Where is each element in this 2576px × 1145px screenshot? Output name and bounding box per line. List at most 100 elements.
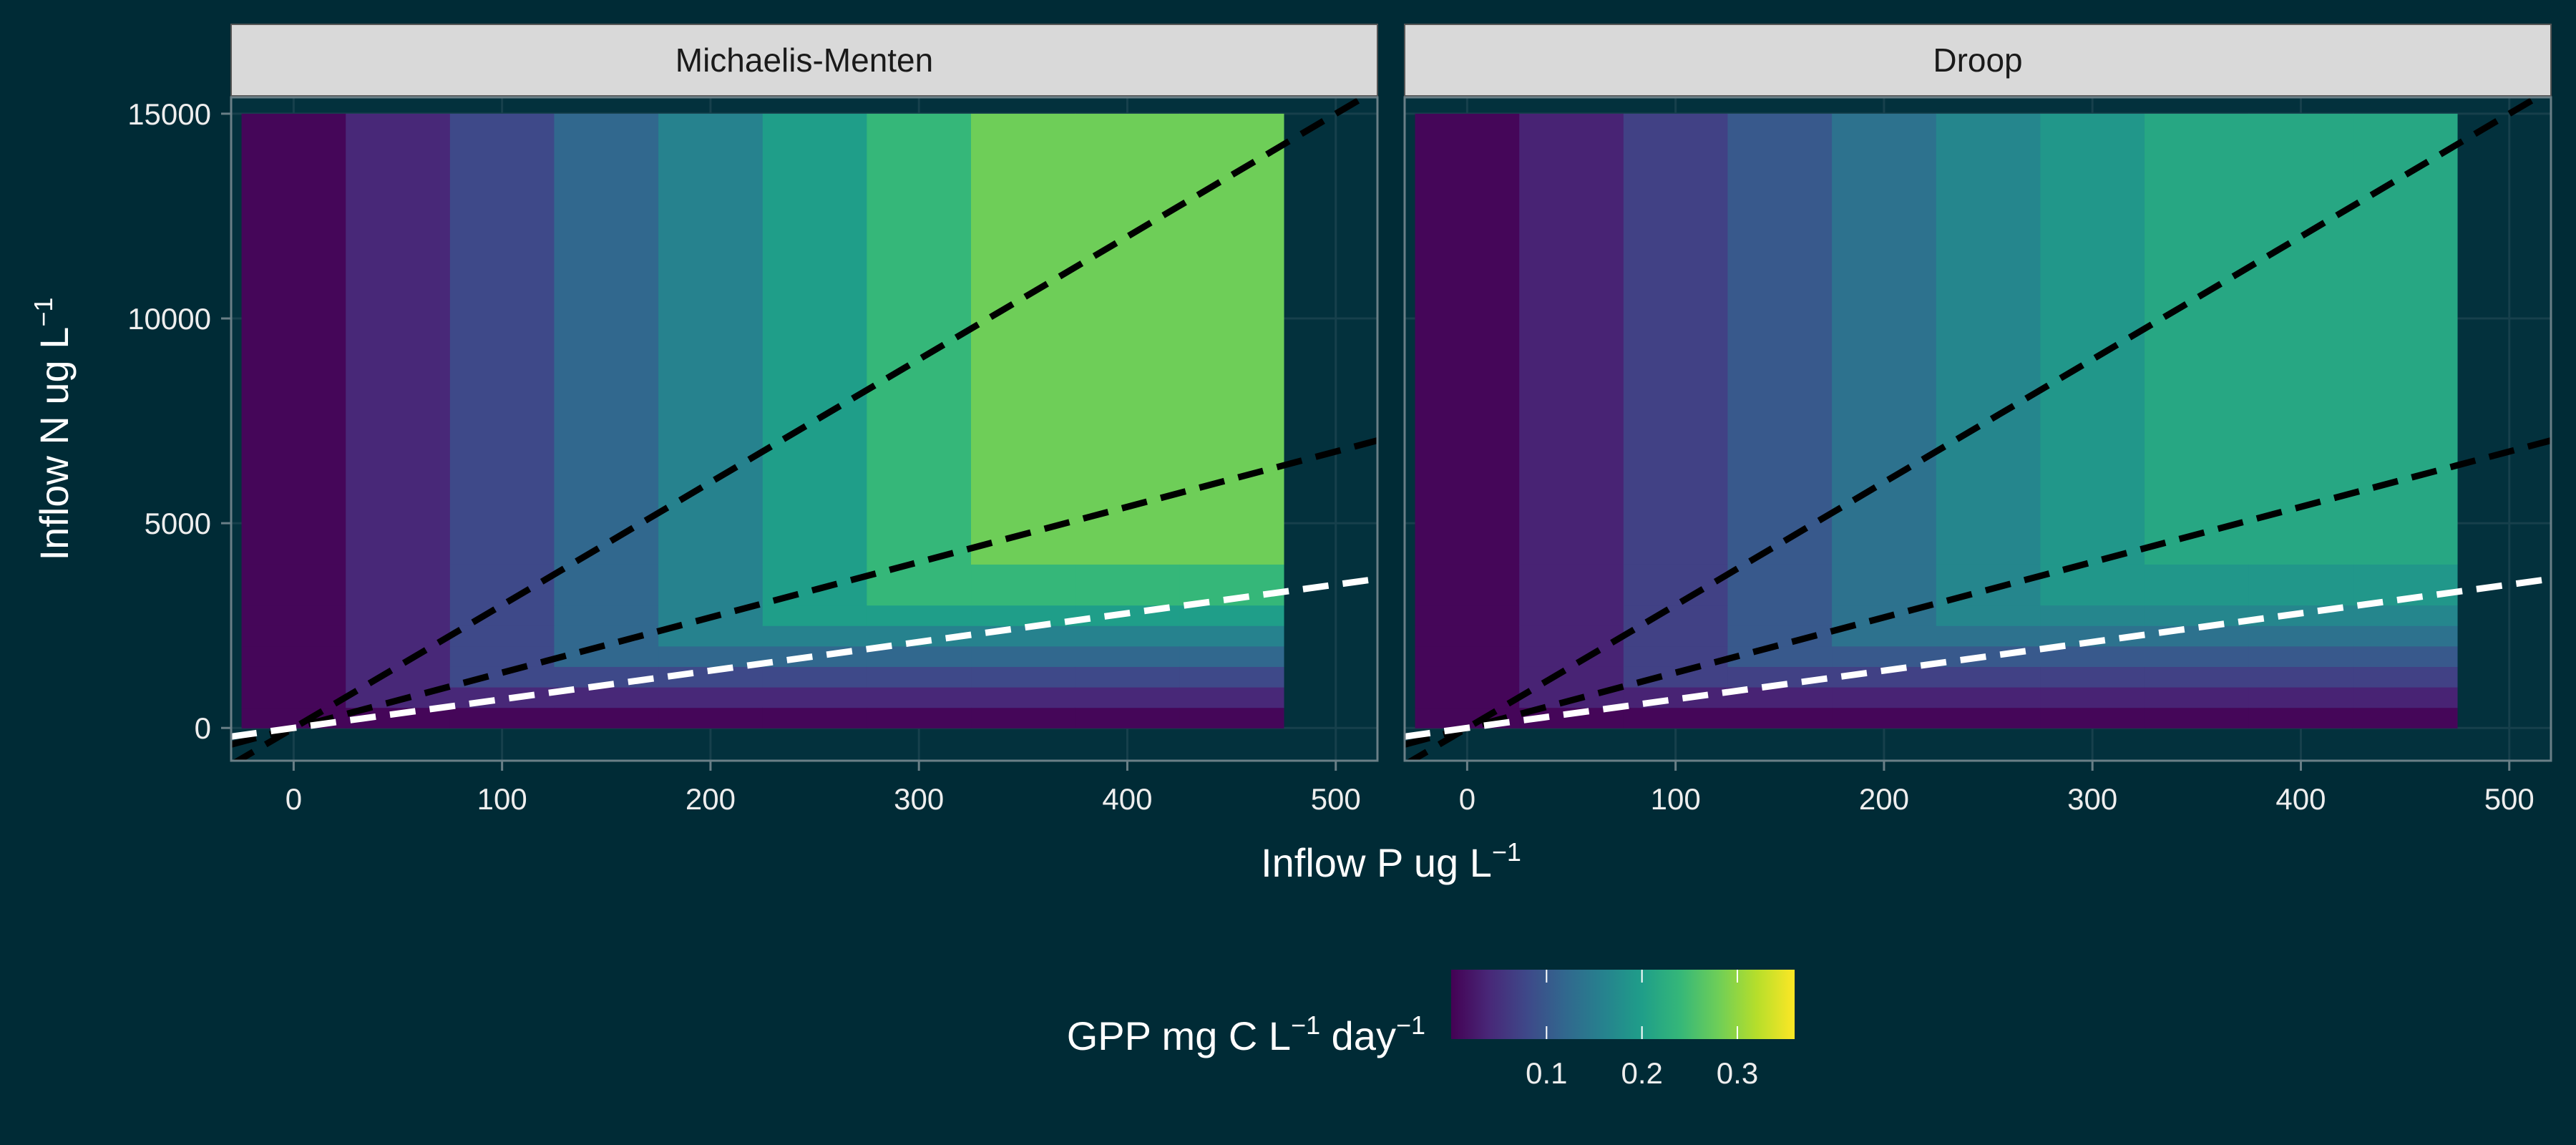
heatmap-tile	[658, 564, 763, 606]
x-tick-label: 100	[477, 782, 527, 816]
heatmap-tile	[449, 707, 555, 729]
heatmap-tile	[867, 113, 972, 565]
heatmap-tile	[1179, 687, 1284, 708]
heatmap-tile	[1832, 707, 1937, 729]
legend-tick-label: 0.2	[1621, 1056, 1662, 1090]
heatmap-tile	[867, 564, 972, 606]
heatmap-tile	[971, 564, 1076, 606]
heatmap-tile	[762, 666, 867, 688]
heatmap-tile	[1832, 645, 1937, 667]
heatmap-tile	[241, 564, 346, 606]
heatmap-tile	[449, 625, 555, 647]
heatmap-tile	[2248, 564, 2353, 606]
heatmap-tile	[1075, 113, 1180, 565]
heatmap-tile	[241, 625, 346, 647]
facet-strip	[230, 24, 1378, 97]
heatmap-tile	[1936, 687, 2041, 708]
heatmap-tile	[1623, 625, 1729, 647]
heatmap-tile	[971, 687, 1076, 708]
x-axis-title-superscript: −1	[1492, 837, 1521, 867]
facet-strip-label: Droop	[1933, 42, 2022, 79]
panel-frame	[1403, 96, 2552, 762]
legend-tick-label: 0.3	[1717, 1056, 1758, 1090]
heatmap-tile	[658, 645, 763, 667]
heatmap-tile	[449, 113, 555, 565]
heatmap-tile	[1179, 707, 1284, 729]
x-tick-label: 500	[1311, 782, 1361, 816]
heatmap-tile	[554, 605, 659, 626]
ratio-lines	[231, 97, 1377, 761]
heatmap-tile	[2145, 625, 2250, 647]
heatmap-tile	[449, 605, 555, 626]
heatmap-tile	[2353, 645, 2458, 667]
heatmap-tile	[1519, 666, 1624, 688]
heatmap-tile	[971, 645, 1076, 667]
heatmap-tile	[1179, 666, 1284, 688]
axis-titles: Inflow P ug L−1 Inflow N ug L−1	[29, 298, 1521, 885]
heatmap-tile	[346, 605, 451, 626]
heatmap-tile	[1415, 625, 1520, 647]
heatmap-tile	[241, 605, 346, 626]
heatmap-tile	[2145, 605, 2250, 626]
heatmap-tile	[762, 113, 867, 565]
heatmap-tile	[1727, 645, 1833, 667]
heatmap-tile	[762, 687, 867, 708]
heatmap-tile	[1519, 564, 1624, 606]
legend-title: GPP mg C L−1 day−1	[1067, 1010, 1425, 1058]
x-tick-label: 0	[286, 782, 302, 816]
ratio-line	[1405, 97, 2544, 761]
heatmap-tile	[971, 113, 1076, 565]
x-tick-label: 400	[1102, 782, 1152, 816]
heatmap-tile	[1623, 645, 1729, 667]
ratio-line	[1405, 575, 2551, 740]
heatmap-tile	[554, 113, 659, 565]
legend-title-mid: day	[1320, 1013, 1396, 1058]
y-tick-label: 10000	[127, 302, 211, 336]
heatmap-tile	[2040, 113, 2145, 565]
heatmap-tile	[1179, 605, 1284, 626]
heatmap-tile	[346, 666, 451, 688]
legend-title-sup-2: −1	[1396, 1010, 1425, 1040]
heatmap-tile	[1936, 666, 2041, 688]
x-tick-label: 300	[2067, 782, 2117, 816]
y-axis-title: Inflow N ug L−1	[29, 298, 77, 561]
facet-droop: Droop	[1403, 24, 2552, 762]
heatmap-tile	[1936, 707, 2041, 729]
heatmap-tile	[1623, 564, 1729, 606]
heatmap-tile	[867, 605, 972, 626]
x-tick-label: 100	[1651, 782, 1701, 816]
heatmap-tile	[971, 605, 1076, 626]
ratio-line	[231, 97, 1370, 761]
heatmap-tile	[2353, 605, 2458, 626]
heatmap-tile	[2353, 707, 2458, 729]
heatmap-tile	[2040, 564, 2145, 606]
heatmap-tile	[241, 666, 346, 688]
heatmap-tile	[2353, 625, 2458, 647]
heatmap-tile	[2353, 666, 2458, 688]
heatmap-tile	[1179, 625, 1284, 647]
legend-tick-label: 0.1	[1526, 1056, 1567, 1090]
heatmap-tiles	[241, 113, 1284, 729]
heatmap-tile	[1415, 666, 1520, 688]
heatmap-tile	[346, 564, 451, 606]
heatmap-tile	[2248, 707, 2353, 729]
heatmap-tile	[1415, 113, 1520, 565]
heatmap-tile	[1832, 687, 1937, 708]
y-axis-title-superscript: −1	[29, 298, 58, 327]
heatmap-tile	[971, 666, 1076, 688]
color-legend: GPP mg C L−1 day−1 0.1 0.2 0.3	[1067, 970, 1795, 1090]
facet-strip-label: Michaelis-Menten	[675, 42, 933, 79]
heatmap-tile	[1415, 564, 1520, 606]
heatmap-tile	[658, 687, 763, 708]
heatmap-tile	[2040, 666, 2145, 688]
heatmap-tile	[1623, 605, 1729, 626]
heatmap-tile	[867, 666, 972, 688]
heatmap-tile	[554, 645, 659, 667]
heatmap-tile	[449, 564, 555, 606]
ratio-line	[231, 575, 1377, 740]
heatmap-tile	[1623, 707, 1729, 729]
heatmap-tiles	[1415, 113, 2458, 729]
heatmap-tile	[1415, 687, 1520, 708]
